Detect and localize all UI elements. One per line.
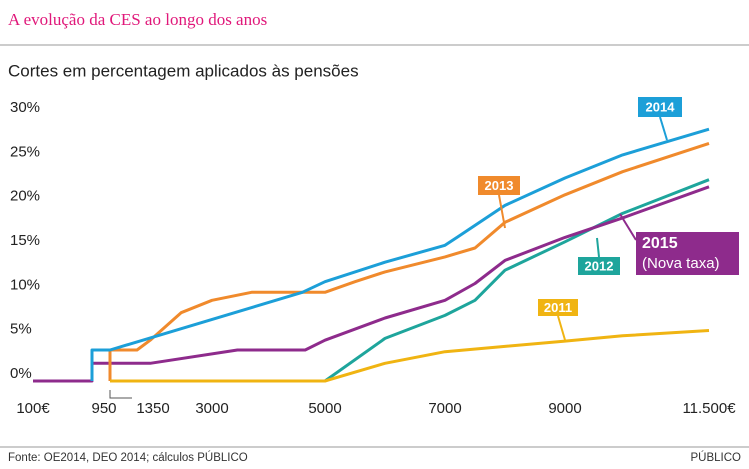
tick-bracket bbox=[109, 390, 132, 399]
legend-label: 2011 bbox=[544, 300, 572, 315]
chart-subtitle: Cortes em percentagem aplicados às pensõ… bbox=[8, 61, 359, 80]
legend-label: 2012 bbox=[585, 258, 614, 273]
x-tick-label: 950 bbox=[91, 400, 116, 417]
x-tick-label: 3000 bbox=[195, 400, 228, 417]
legend-label: 2015 bbox=[642, 235, 678, 252]
series-line bbox=[90, 127, 710, 381]
y-tick-label: 5% bbox=[10, 321, 32, 338]
label-box bbox=[638, 97, 682, 117]
label-pointer bbox=[498, 194, 506, 229]
y-tick-label: 10% bbox=[10, 276, 40, 293]
label-pointer bbox=[596, 237, 600, 258]
series-line bbox=[324, 178, 710, 383]
label-pointer bbox=[659, 116, 668, 141]
y-tick-label: 25% bbox=[10, 143, 40, 160]
label-box bbox=[478, 176, 520, 195]
x-tick-label: 100€ bbox=[16, 400, 50, 417]
series-label: 2012 bbox=[578, 237, 620, 275]
series-line bbox=[33, 185, 710, 383]
label-box bbox=[538, 299, 578, 316]
x-tick-label: 11.500€ bbox=[682, 400, 736, 417]
legend-label: 2014 bbox=[646, 99, 676, 114]
annotation: (Nova taxa) bbox=[642, 255, 720, 272]
series-line bbox=[110, 329, 710, 383]
y-tick-label: 0% bbox=[10, 365, 32, 382]
series-line bbox=[108, 141, 710, 381]
y-tick-label: 20% bbox=[10, 188, 40, 205]
chart-title: A evolução da CES ao longo dos anos bbox=[8, 10, 267, 29]
source: Fonte: OE2014, DEO 2014; cálculos PÚBLIC… bbox=[8, 451, 248, 464]
credit: PÚBLICO bbox=[691, 451, 742, 464]
label-pointer bbox=[557, 315, 566, 341]
label-pointer bbox=[619, 213, 637, 241]
x-tick-label: 5000 bbox=[308, 400, 341, 417]
label-box bbox=[578, 257, 620, 275]
series-label: 2011 bbox=[538, 299, 578, 341]
series-label: 2013 bbox=[478, 176, 520, 229]
label-box bbox=[636, 232, 739, 275]
x-tick-label: 9000 bbox=[548, 400, 581, 417]
y-tick-label: 15% bbox=[10, 232, 40, 249]
y-tick-label: 30% bbox=[10, 99, 40, 116]
series-label: 2014 bbox=[638, 97, 682, 141]
legend-label: 2013 bbox=[485, 178, 514, 193]
series-label: 2015 (Nova taxa) bbox=[619, 213, 739, 275]
x-tick-label: 7000 bbox=[428, 400, 461, 417]
x-tick-label: 1350 bbox=[136, 400, 169, 417]
